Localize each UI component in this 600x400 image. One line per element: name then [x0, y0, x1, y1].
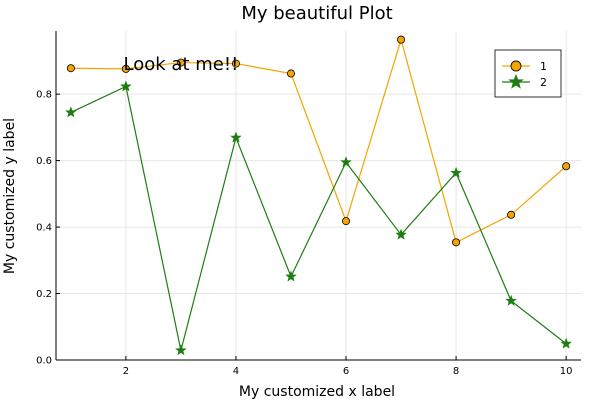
series-1	[66, 35, 571, 247]
y-tick-label: 0.6	[36, 156, 52, 167]
data-point	[230, 131, 242, 143]
x-axis-label: My customized x label	[239, 384, 395, 400]
data-point	[397, 35, 406, 44]
series-line	[70, 37, 567, 244]
legend-label: 2	[540, 76, 547, 89]
y-tick-label: 0.2	[36, 289, 52, 300]
x-tick-label: 6	[343, 366, 349, 377]
y-tick-label: 0.8	[36, 90, 52, 101]
axes	[55, 31, 581, 361]
annotation-text: Look at me!!	[124, 54, 239, 75]
data-point	[560, 337, 572, 349]
data-point	[285, 270, 297, 282]
data-point	[342, 217, 351, 226]
legend: 12	[494, 49, 562, 98]
data-point	[286, 69, 295, 78]
x-tick-label: 10	[560, 366, 573, 377]
data-point	[452, 238, 461, 247]
data-point	[507, 210, 516, 219]
y-tick-label: 0.0	[36, 356, 52, 367]
data-point	[450, 166, 462, 178]
data-point	[562, 162, 571, 171]
ticks: 2 4 6 8 10 0.0 0.2 0.4 0.6 0.8	[36, 90, 572, 377]
data-point	[231, 59, 240, 68]
x-tick-label: 4	[233, 366, 239, 377]
data-point	[120, 80, 132, 92]
data-point	[176, 58, 185, 67]
x-tick-label: 8	[453, 366, 459, 377]
series-2	[65, 80, 572, 356]
y-axis-label: My customized y label	[2, 118, 18, 274]
data-point	[395, 228, 407, 240]
legend-label: 1	[540, 60, 547, 73]
x-tick-label: 2	[123, 366, 129, 377]
data-point	[121, 64, 130, 73]
series	[65, 35, 572, 356]
series-line	[70, 85, 567, 351]
data-point	[340, 156, 352, 168]
y-tick-label: 0.4	[36, 223, 52, 234]
data-point	[175, 344, 187, 356]
legend-marker	[508, 73, 524, 89]
data-point	[505, 294, 517, 306]
legend-marker	[510, 60, 522, 72]
data-point	[66, 64, 75, 73]
data-point	[65, 106, 77, 118]
chart-title: My beautiful Plot	[241, 3, 392, 24]
legend-box	[494, 49, 562, 98]
